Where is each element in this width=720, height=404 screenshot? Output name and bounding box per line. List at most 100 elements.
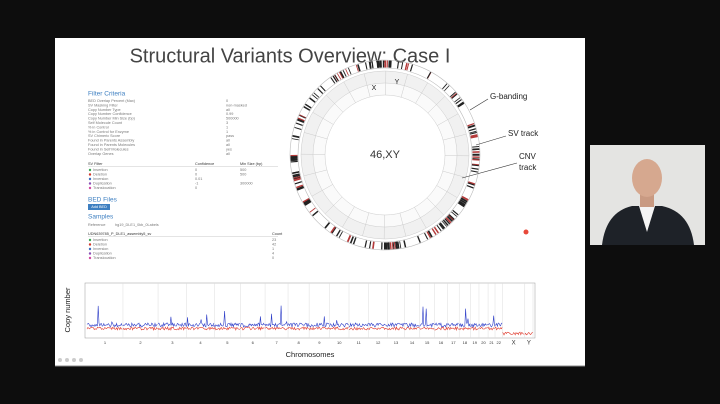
track-separator (342, 206, 355, 228)
cnv-signal (264, 305, 288, 328)
criterion-name: Copy Number Type (88, 108, 121, 112)
annotations: G-banding SV track CNV track (461, 92, 539, 235)
band (332, 75, 338, 83)
band (346, 235, 352, 243)
band (290, 160, 298, 163)
band (302, 197, 310, 203)
band (334, 74, 339, 82)
band (352, 237, 357, 245)
band (460, 198, 468, 203)
band (451, 211, 458, 217)
cnv-signal (458, 308, 471, 328)
criterion-name: % in Control for Enzyme (88, 130, 129, 134)
cnv-signal (404, 326, 420, 331)
criterion-name: Copy Number Min Size (bp) (88, 117, 136, 121)
x-axis-label: Chromosomes (286, 350, 335, 359)
band (436, 225, 442, 232)
band (472, 145, 480, 148)
chrom-label: X (372, 85, 377, 92)
annotation: SV track (508, 129, 539, 138)
cnv-signal (86, 305, 123, 328)
add-bed-button[interactable] (88, 204, 110, 210)
band (292, 173, 300, 177)
ring (297, 67, 473, 243)
chrom-label: 14 (410, 340, 415, 345)
band (444, 218, 451, 225)
band (395, 241, 398, 249)
cnv-signal (122, 326, 158, 331)
band (403, 240, 407, 248)
chrom-label: 19 (472, 340, 477, 345)
y-axis-label: Copy number (63, 287, 72, 333)
band (399, 241, 402, 249)
cnv-signal (157, 326, 187, 331)
table-cell: 0 (195, 173, 197, 177)
band (294, 127, 302, 130)
band (438, 223, 444, 230)
pointer (461, 162, 518, 179)
band (342, 70, 347, 77)
cnv-signal (86, 326, 123, 331)
cnv-signal (524, 331, 533, 336)
band (292, 174, 301, 178)
karyotype: 46,XY (370, 149, 401, 161)
cnv-signal (487, 326, 495, 331)
band (442, 83, 448, 90)
head (632, 159, 662, 197)
band (293, 176, 301, 179)
band (441, 220, 448, 227)
band (297, 117, 305, 122)
control-dot[interactable] (72, 358, 76, 362)
cnv-signal (387, 326, 404, 331)
type-dot (88, 238, 92, 242)
band (396, 241, 399, 249)
band (393, 241, 396, 250)
cnv-signal (157, 316, 187, 328)
count-header: Count (272, 232, 283, 236)
criterion-value: non-masked (226, 103, 247, 107)
cnv-signal (487, 315, 495, 328)
control-dot[interactable] (58, 358, 62, 362)
cnv-signal (186, 314, 215, 328)
band (324, 222, 331, 229)
add-bed-label[interactable]: Add BED (91, 205, 107, 209)
band (460, 197, 468, 203)
pointer (475, 135, 507, 146)
band (457, 101, 464, 107)
cnv-signal (458, 326, 471, 331)
chrom-label: 4 (199, 340, 202, 345)
cnv-plot: Copy number Chromosomes 1 2 3 4 5 6 7 8 9 10 11 12 1… (63, 282, 536, 359)
cnv-signal (434, 326, 448, 331)
table-header: Confidence (195, 162, 214, 166)
sample-type: Inversion (93, 247, 108, 251)
band (312, 210, 319, 217)
cnv-signal (387, 322, 404, 328)
sample-type: Insertion (93, 238, 108, 242)
band (448, 214, 455, 221)
band (338, 231, 343, 238)
player-controls[interactable] (58, 358, 83, 362)
chrom-label: 18 (463, 340, 468, 345)
cnv-signal (308, 316, 330, 328)
band (345, 68, 349, 76)
band (439, 222, 446, 229)
criterion-name: Found in Parents Molecules (88, 143, 135, 147)
band (336, 73, 342, 80)
chrom-label: 1 (104, 340, 107, 345)
band (426, 71, 432, 79)
type-dot (88, 177, 92, 181)
band (417, 235, 421, 243)
cnv-signal (447, 326, 459, 332)
webcam (590, 145, 705, 245)
control-dot[interactable] (79, 358, 83, 362)
band (303, 106, 311, 111)
band (444, 85, 450, 92)
control-dot[interactable] (65, 358, 69, 362)
table-cell: 0 (195, 168, 197, 172)
band (461, 195, 469, 201)
type-dot (88, 247, 92, 251)
cnv-signal (368, 322, 388, 328)
band (461, 196, 469, 201)
chrom-label: 16 (439, 340, 444, 345)
band (317, 88, 324, 94)
